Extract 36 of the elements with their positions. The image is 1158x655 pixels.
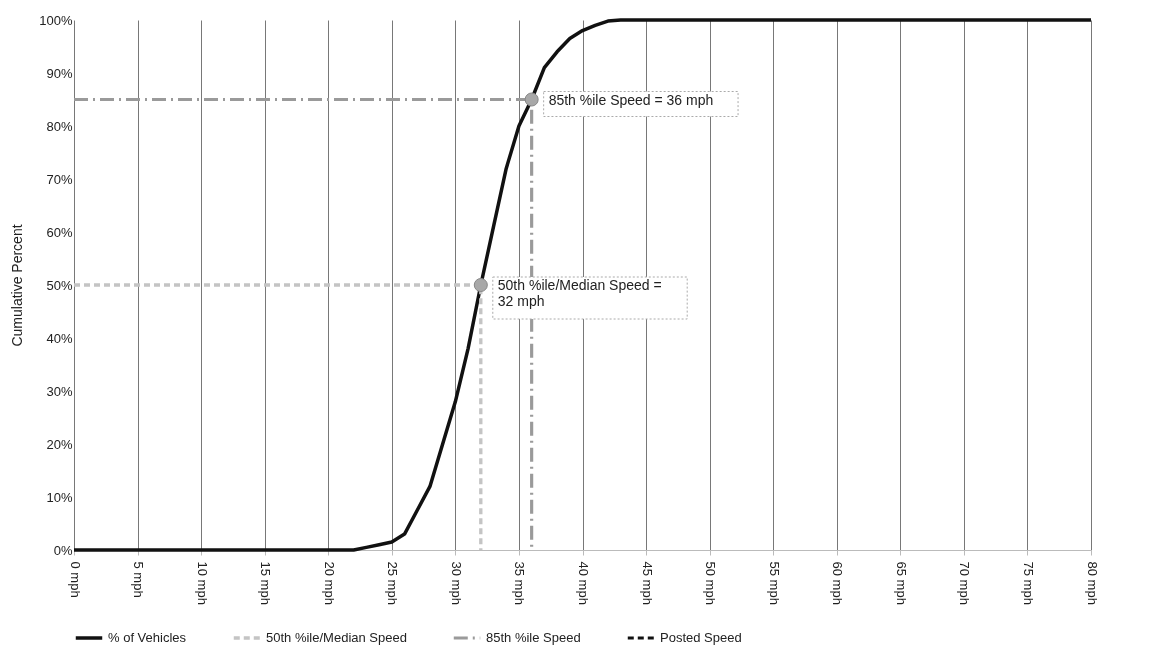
x-tick-label: 20 mph [321,561,337,605]
y-tick-label: 50% [46,277,73,293]
x-tick-label: 70 mph [957,561,973,605]
y-tick-label: 90% [46,65,73,81]
y-tick-label: 0% [53,542,73,558]
x-tick-label: 10 mph [194,561,210,605]
legend-label: Posted Speed [660,630,742,645]
y-tick-label: 10% [46,489,73,505]
x-tick-label: 40 mph [576,561,591,605]
x-tick-label: 5 mph [131,561,147,598]
x-tick-label: 75 mph [1020,561,1036,605]
y-tick-label: 100% [39,12,73,28]
y-tick-label: 30% [46,383,73,399]
legend-label: % of Vehicles [108,630,187,645]
x-tick-label: 55 mph [766,561,782,605]
annotation: 50th %ile/Median Speed = 32 mph [497,277,662,309]
y-tick-label: 70% [46,171,73,187]
x-tick-label: 50 mph [703,561,719,605]
y-tick-label: 20% [46,436,73,452]
x-tick-label: 60 mph [830,561,846,605]
y-axis-title: Cumulative Percent [9,224,26,347]
x-tick-label: 35 mph [512,561,528,605]
legend-label: 85th %ile Speed [486,630,581,645]
y-tick-label: 40% [46,330,73,346]
x-tick-label: 0 mph [67,561,83,598]
x-tick-label: 65 mph [893,561,909,605]
x-tick-label: 15 mph [258,561,274,605]
x-tick-label: 45 mph [639,561,655,605]
x-tick-label: 25 mph [385,561,401,605]
x-tick-label: 30 mph [448,561,464,605]
line-series [72,18,1093,552]
annotation: 85th %ile Speed = 36 mph [548,91,714,108]
x-tick-label: 80 mph [1084,561,1100,605]
y-tick-label: 60% [46,224,73,240]
y-tick-label: 80% [46,118,73,134]
legend-label: 50th %ile/Median Speed [266,630,407,645]
